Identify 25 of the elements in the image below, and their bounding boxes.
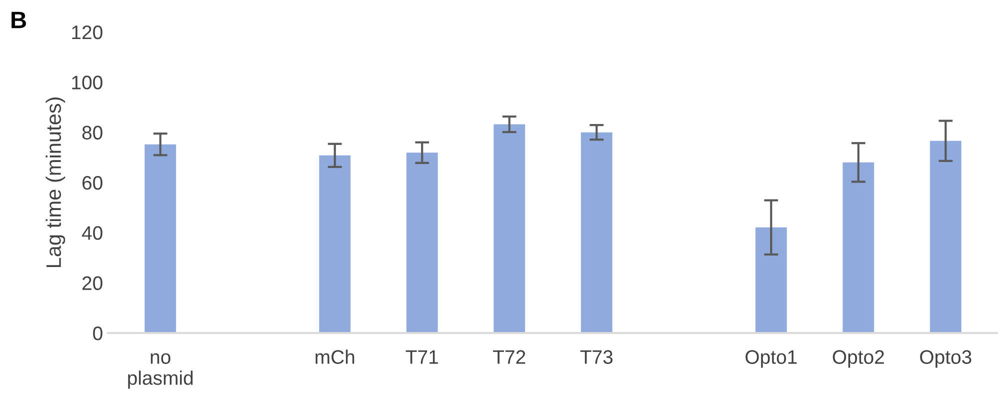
y-tick-label: 80 [82,126,102,140]
x-tick-label: T72 [493,350,526,364]
bar [930,140,962,333]
bar [406,152,438,333]
y-tick-label: 40 [82,226,102,240]
x-tick-label: Opto2 [832,350,884,368]
y-tick-label: 120 [72,25,102,40]
bar [755,227,787,333]
x-tick-label: mCh [316,350,354,364]
y-tick-label: 100 [72,76,102,90]
bar [580,132,612,333]
chart-title: B [12,12,26,28]
y-tick-label: 20 [82,276,102,290]
y-axis-title: Lag time (minutes) [46,98,66,268]
bar [842,162,874,333]
y-tick-label: 0 [93,326,102,340]
x-tick-label: T73 [580,350,613,364]
x-tick-label: T71 [406,350,438,364]
bar [144,144,176,333]
x-tick-label: Opto1 [746,350,797,368]
bar [319,155,351,333]
y-tick-label: 60 [82,176,102,190]
x-tick-label: Opto3 [920,350,972,368]
bar [494,124,526,333]
x-tick-label: no plasmid [128,353,193,389]
